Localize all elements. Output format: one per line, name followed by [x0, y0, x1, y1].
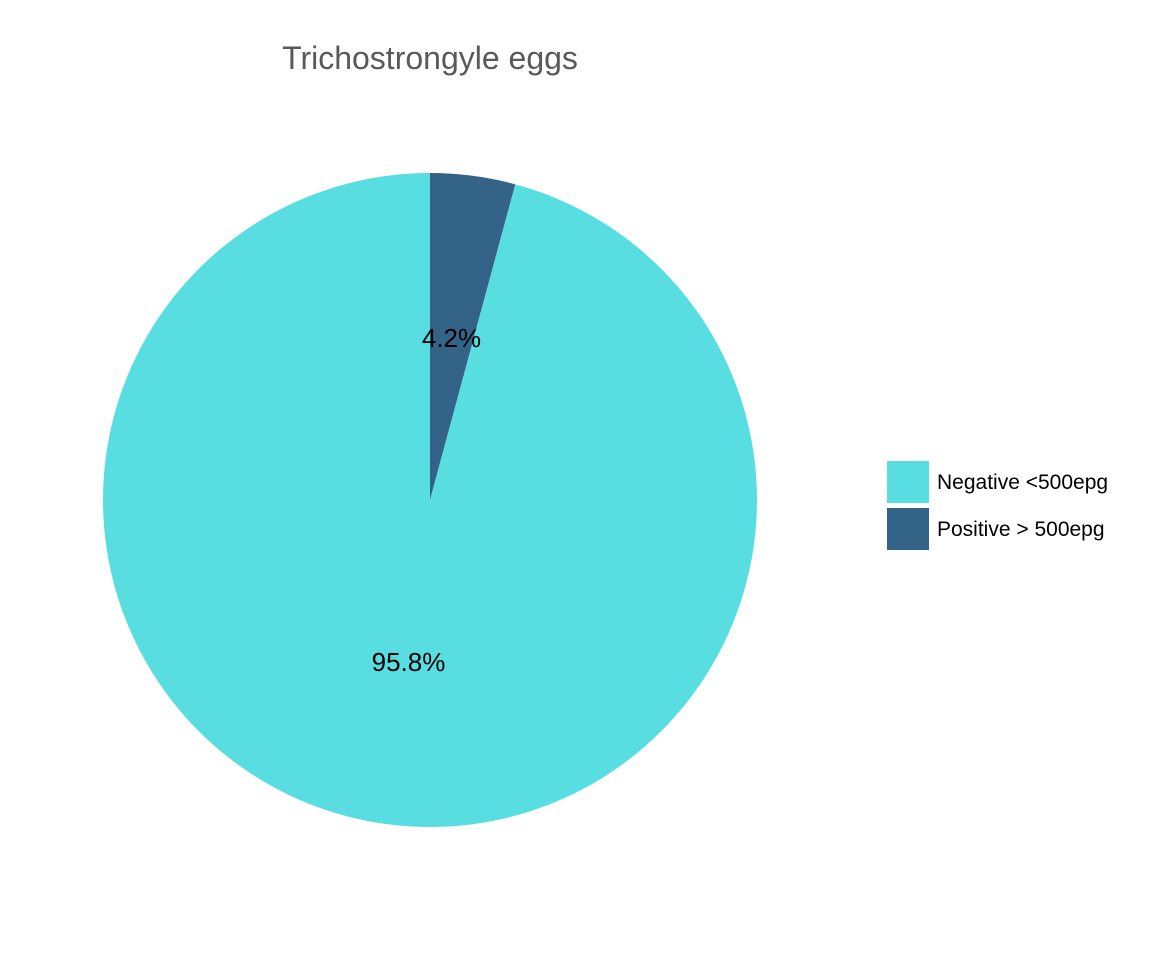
- pie-slice-labels: 4.2% 95.8%: [372, 323, 482, 677]
- legend-label: Negative <500epg: [937, 471, 1108, 494]
- legend: Negative <500epg Positive > 500epg: [887, 461, 1108, 550]
- legend-swatch: [887, 508, 929, 550]
- pie-slice-label: 4.2%: [422, 323, 481, 353]
- legend-label: Positive > 500epg: [937, 518, 1105, 541]
- legend-swatch: [887, 461, 929, 503]
- pie-slice-label: 95.8%: [372, 647, 446, 677]
- chart-title: Trichostrongyle eggs: [282, 40, 578, 76]
- pie-slice: [430, 173, 516, 500]
- pie-slice: [102, 173, 757, 828]
- pie-slices: [102, 173, 757, 828]
